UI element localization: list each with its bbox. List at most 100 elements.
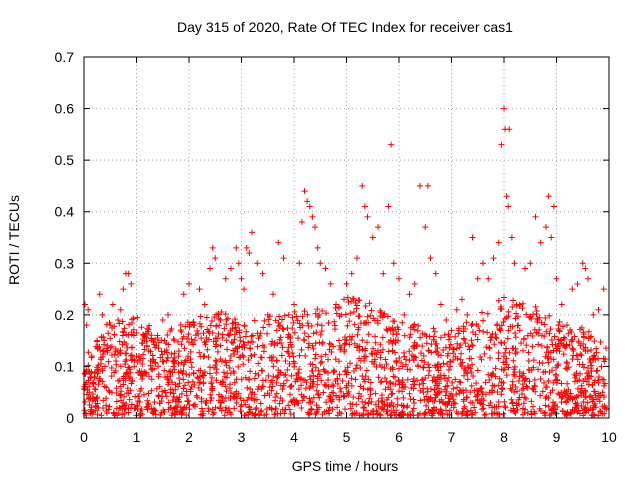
data-point — [198, 323, 205, 330]
data-point — [386, 379, 393, 386]
data-point — [187, 355, 194, 362]
data-point — [176, 394, 183, 401]
data-point — [453, 345, 460, 352]
data-point — [516, 394, 523, 401]
data-point — [196, 320, 203, 327]
data-point — [399, 319, 406, 326]
data-point — [601, 380, 608, 387]
data-point — [318, 377, 325, 384]
data-point — [432, 348, 439, 355]
data-point — [149, 337, 156, 344]
data-point — [383, 378, 390, 385]
data-point — [480, 317, 487, 324]
data-point — [209, 318, 216, 325]
data-point — [254, 386, 261, 393]
data-point — [502, 359, 509, 366]
data-point — [538, 342, 545, 349]
data-point — [511, 408, 518, 415]
data-point — [423, 402, 430, 409]
data-point — [558, 380, 565, 387]
data-point — [288, 382, 295, 389]
data-point — [230, 368, 237, 375]
data-point — [353, 362, 360, 369]
data-point — [257, 408, 264, 415]
data-point — [246, 376, 253, 383]
data-point — [509, 304, 516, 311]
data-point — [597, 338, 604, 345]
data-point — [309, 361, 316, 368]
data-point — [163, 347, 170, 354]
data-point — [554, 403, 561, 410]
data-point — [124, 344, 131, 351]
data-point — [579, 361, 586, 368]
y-tick-label: 0.7 — [55, 49, 75, 65]
data-point — [237, 395, 244, 402]
data-point — [219, 331, 226, 338]
data-point — [519, 347, 526, 354]
data-point — [450, 357, 457, 364]
data-point — [505, 327, 512, 334]
data-point — [313, 409, 320, 416]
data-point — [269, 383, 276, 390]
data-point — [314, 306, 321, 313]
data-point — [431, 386, 438, 393]
data-point — [445, 398, 452, 405]
data-point — [327, 280, 334, 287]
data-point — [444, 361, 451, 368]
data-point — [279, 386, 286, 393]
data-point — [439, 410, 446, 417]
data-point — [432, 270, 439, 277]
data-point — [567, 395, 574, 402]
data-point — [173, 408, 180, 415]
data-point — [245, 357, 252, 364]
data-point — [121, 325, 128, 332]
data-point — [102, 363, 108, 370]
data-point — [432, 382, 439, 389]
data-point — [406, 334, 413, 341]
data-point — [505, 203, 512, 210]
data-point — [427, 395, 434, 402]
data-point — [117, 363, 124, 370]
data-point — [542, 315, 549, 322]
data-point — [158, 409, 165, 416]
data-point — [223, 337, 230, 344]
data-point — [465, 343, 472, 350]
data-point — [484, 329, 491, 336]
data-point — [374, 410, 381, 417]
data-point — [290, 358, 297, 365]
data-point — [81, 407, 88, 414]
data-point — [156, 400, 163, 407]
data-point — [536, 359, 543, 366]
data-point — [359, 398, 366, 405]
data-point — [233, 388, 240, 395]
data-point — [509, 378, 516, 385]
data-point — [382, 375, 389, 382]
data-point — [582, 265, 589, 272]
data-point — [139, 361, 146, 368]
data-point — [240, 361, 247, 368]
data-point — [196, 373, 203, 380]
data-point — [269, 338, 276, 345]
data-point — [498, 141, 505, 148]
data-point — [184, 398, 191, 405]
data-point — [168, 351, 175, 358]
data-point — [565, 364, 572, 371]
data-point — [202, 341, 209, 348]
data-point — [259, 383, 266, 390]
data-point — [492, 373, 499, 380]
data-point — [595, 355, 602, 362]
data-point — [341, 348, 348, 355]
data-point — [289, 314, 296, 321]
data-point — [209, 244, 216, 251]
data-point — [573, 370, 580, 377]
data-point — [274, 340, 281, 347]
data-point — [240, 338, 247, 345]
data-point — [307, 399, 314, 406]
data-point — [485, 275, 492, 282]
data-point — [169, 379, 176, 386]
data-point — [258, 354, 265, 361]
data-point — [312, 351, 319, 358]
data-point — [501, 403, 508, 410]
data-point — [353, 344, 360, 351]
data-point — [378, 378, 385, 385]
